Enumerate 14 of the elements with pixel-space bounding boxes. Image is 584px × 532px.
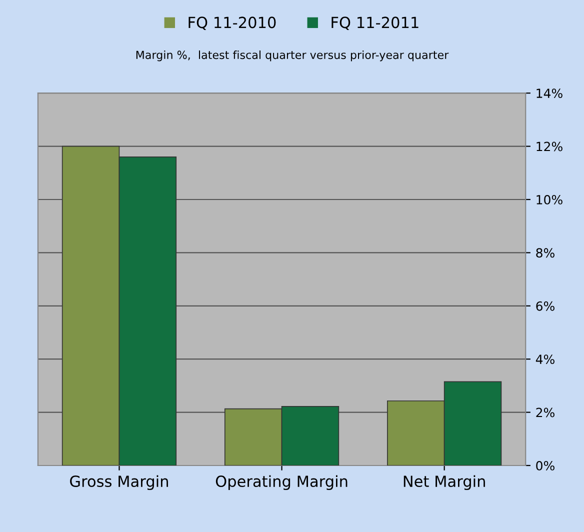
y-tick-label: 14% [536,88,562,98]
legend-label: FQ 11-2010 [188,16,276,30]
y-tick-label: 6% [536,301,554,311]
y-tick-label: 8% [536,248,554,258]
y-tick-label: 4% [536,354,554,364]
x-tick-label: Net Margin [404,475,485,490]
x-tick-label: Operating Margin [216,475,348,490]
legend-label: FQ 11-2011 [332,16,418,30]
x-tick-label: Gross Margin [70,475,168,490]
y-tick-label: 0% [536,460,554,470]
y-tick-label: 2% [536,408,554,418]
y-tick-label: 10% [536,194,562,204]
y-tick-label: 12% [536,142,562,152]
chart-subtitle: Margin %, latest fiscal quarter versus prior-year quarter [136,50,449,62]
